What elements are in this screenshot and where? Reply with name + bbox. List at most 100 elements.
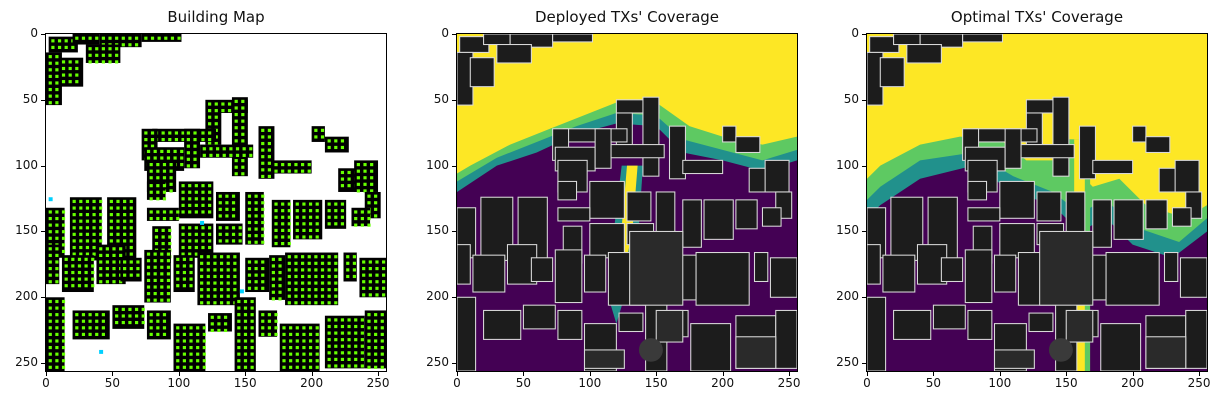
tx-marker [334,357,338,361]
tx-marker [79,239,83,243]
tx-marker [327,261,331,265]
tx-marker [363,176,367,180]
tx-marker [61,249,66,254]
tx-marker [48,273,52,277]
tx-marker [380,319,384,323]
tx-marker [166,265,171,269]
tx-marker [315,235,319,239]
tx-marker [92,219,96,223]
x-tick-label: 50 [515,376,532,390]
tx-marker [201,239,205,243]
tx-marker [116,219,120,223]
y-tick-mark [452,363,456,365]
tx-marker [271,270,275,275]
tx-marker [206,294,210,298]
tx-marker [200,261,204,265]
tx-marker [201,210,205,214]
tx-marker [115,53,119,57]
tx-marker [302,228,306,232]
tx-marker [334,351,338,355]
tx-marker [99,239,103,243]
tx-marker [91,270,95,275]
tx-marker [301,288,305,292]
tx-marker [92,206,96,210]
tx-marker [153,259,157,263]
tx-marker [208,226,212,230]
tx-marker [368,286,372,290]
tx-marker [79,199,83,204]
building [695,251,750,306]
tx-marker [160,265,164,269]
y-tick-label: 200 [836,289,859,304]
tx-marker [61,60,66,64]
tx-marker [243,339,248,343]
tx-marker [181,190,185,194]
tx-marker [247,201,252,205]
tx-marker [216,153,220,157]
tx-marker [193,131,197,135]
building [1171,207,1192,227]
tx-marker [308,359,313,363]
tx-marker [193,157,197,161]
building [324,136,349,153]
building [1185,309,1207,369]
tx-marker [196,359,200,363]
tx-marker [247,214,252,218]
tx-marker [254,260,258,264]
x-tick-label: 0 [453,376,461,390]
tx-marker [55,81,59,85]
tx-marker [128,307,132,311]
tx-marker [156,210,160,214]
tx-marker [162,184,167,188]
tx-marker [243,299,248,304]
tx-marker [64,277,68,281]
tx-marker [314,281,318,285]
x-tick-label: 150 [644,376,668,390]
tx-marker [354,210,358,214]
tx-marker [295,209,299,213]
tx-marker [380,345,384,350]
tx-marker [261,201,265,205]
tx-marker [315,228,319,232]
tx-marker [144,131,148,135]
coverage-high-region [457,34,797,174]
tx-marker [334,338,338,342]
tx-marker [346,268,350,272]
tx-marker [295,365,299,369]
tx-marker [136,260,140,264]
tx-marker [201,137,205,142]
tx-marker [101,332,105,336]
tx-marker [162,163,167,167]
tx-marker [247,273,252,277]
tx-marker [219,294,224,298]
tx-marker [153,285,157,289]
tx-marker [119,280,123,284]
tx-marker [287,301,291,305]
tx-marker [229,153,233,157]
tx-marker [242,153,246,157]
tx-marker [327,222,331,226]
tx-marker [202,153,206,157]
tx-marker [105,273,109,277]
tx-marker [234,139,238,143]
tx-marker [186,131,190,135]
tx-marker [180,156,184,160]
tx-marker [176,284,180,288]
tx-marker [101,313,105,317]
tx-marker [213,261,217,265]
tx-marker [340,202,345,206]
tx-marker [91,277,95,281]
tx-marker [48,332,52,336]
tx-marker [227,102,232,106]
tx-marker [278,297,282,301]
tx-marker [261,260,265,264]
tx-marker [181,210,185,214]
tx-marker [169,210,173,214]
tx-marker [374,339,378,343]
tx-marker [79,245,83,250]
building [703,199,734,240]
tx-marker [218,214,222,218]
y-tick-label: 200 [15,289,38,304]
tx-marker [307,294,311,298]
tx-marker [278,284,282,288]
